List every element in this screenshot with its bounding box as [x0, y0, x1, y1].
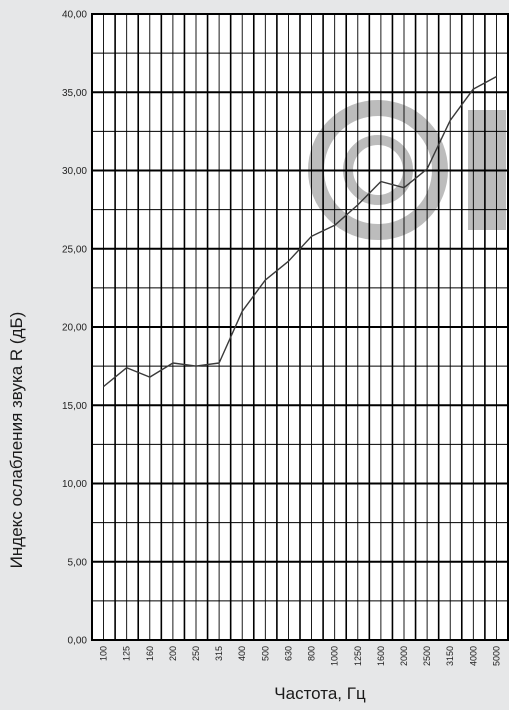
x-tick-label: 1600 — [376, 646, 386, 666]
y-tick-label: 30,00 — [62, 166, 87, 177]
series-line — [103, 75, 497, 388]
y-tick-label: 5,00 — [68, 557, 88, 568]
x-tick-label: 1250 — [353, 646, 363, 666]
x-tick-labels: 100 125 160 200 250 315 400 500 630 800 1000 1250 16… — [99, 646, 502, 666]
y-tick-labels: 0,00 5,00 10,00 15,00 20,00 25,00 30,00 35,00 40… — [62, 10, 87, 647]
x-tick-label: 160 — [145, 646, 155, 661]
x-tick-label: 2000 — [399, 646, 409, 666]
x-tick-label: 100 — [99, 646, 109, 661]
x-axis-title: Частота, Гц — [274, 684, 366, 703]
x-tick-label: 125 — [122, 646, 132, 661]
y-tick-label: 15,00 — [62, 401, 87, 412]
y-tick-label: 10,00 — [62, 479, 87, 490]
x-tick-label: 3150 — [445, 646, 455, 666]
x-tick-label: 2500 — [422, 646, 432, 666]
x-tick-label: 4000 — [468, 646, 478, 666]
y-tick-label: 25,00 — [62, 244, 87, 255]
x-tick-label: 800 — [307, 646, 317, 661]
plot-frame — [91, 13, 509, 641]
x-tick-label: 315 — [214, 646, 224, 661]
y-tick-label: 20,00 — [62, 323, 87, 334]
x-tick-label: 400 — [237, 646, 247, 661]
y-axis-title: Индекс ослабления звука R (дБ) — [7, 312, 26, 569]
x-tick-label: 630 — [283, 646, 293, 661]
y-tick-label: 0,00 — [68, 636, 88, 647]
x-tick-label: 1000 — [330, 646, 340, 666]
y-tick-label: 35,00 — [62, 88, 87, 99]
x-tick-label: 250 — [191, 646, 201, 661]
x-tick-label: 500 — [260, 646, 270, 661]
y-tick-label: 40,00 — [62, 10, 87, 21]
x-tick-label: 200 — [168, 646, 178, 661]
x-tick-label: 5000 — [491, 646, 501, 666]
